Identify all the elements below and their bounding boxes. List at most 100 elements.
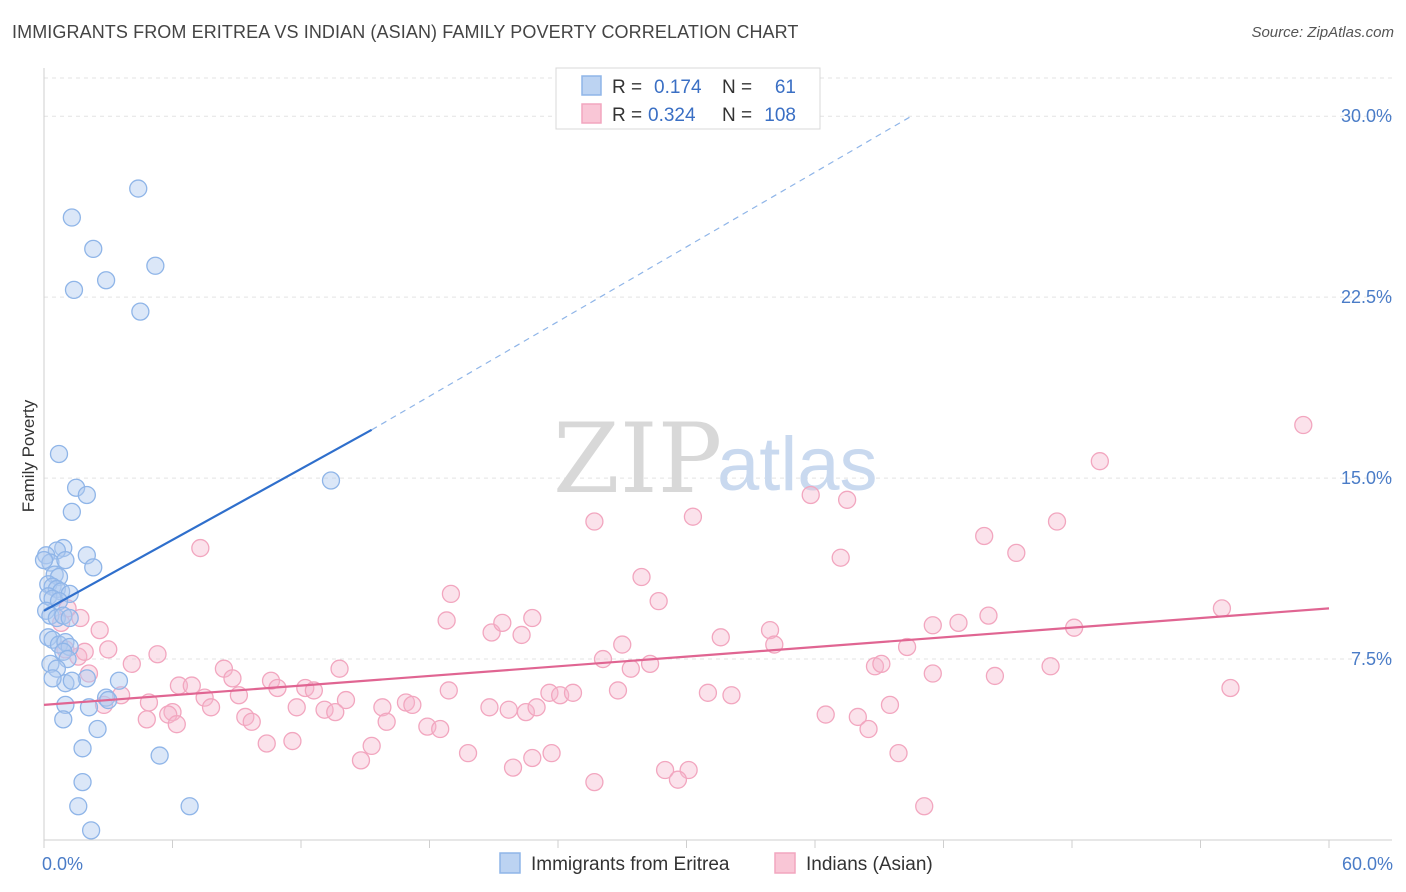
eritrea-point-42	[47, 659, 66, 678]
eritrea-point-9	[66, 478, 86, 497]
indians-point-69	[336, 690, 356, 710]
eritrea-point-2	[84, 239, 103, 259]
indians-point-22	[523, 608, 542, 628]
eritrea-point-8	[321, 471, 341, 490]
bottom-legend-swatch-eritrea	[499, 852, 521, 874]
indians-point-14	[1212, 599, 1232, 618]
indians-point-83	[816, 705, 835, 724]
legend-n-label-2: N =	[722, 105, 752, 126]
chart-title: IMMIGRANTS FROM ERITREA VS INDIAN (ASIAN…	[12, 22, 799, 42]
legend-r-value-indians: 0.324	[648, 105, 696, 126]
indians-point-105	[668, 770, 688, 789]
indians-point-9	[191, 538, 210, 558]
eritrea-point-55	[150, 746, 169, 765]
eritrea-point-48	[96, 688, 116, 707]
indians-point-60	[563, 683, 583, 702]
trend-line-eritrea-extension	[371, 115, 912, 431]
indians-point-32	[613, 635, 632, 654]
indians-point-24	[437, 611, 456, 630]
indians-point-21	[493, 613, 512, 633]
indians-point-0	[1294, 415, 1313, 435]
indians-point-42	[872, 654, 891, 674]
bottom-legend-label-indians: Indians (Asian)	[806, 854, 933, 875]
indians-point-49	[122, 654, 141, 674]
indians-point-81	[516, 702, 536, 722]
indians-point-90	[431, 719, 450, 739]
indians-point-4	[683, 507, 703, 526]
indians-point-20	[512, 625, 531, 645]
eritrea-point-54	[73, 739, 92, 758]
indians-point-45	[985, 666, 1005, 686]
eritrea-point-16	[56, 550, 75, 570]
y-tick-label-1: 15.0%	[1341, 468, 1392, 488]
indians-point-100	[542, 743, 561, 763]
eritrea-point-52	[54, 710, 73, 729]
eritrea-point-3	[146, 256, 165, 275]
watermark: ZIP atlas	[553, 403, 878, 515]
indians-point-85	[880, 695, 900, 715]
indians-point-93	[137, 710, 156, 729]
indians-point-107	[889, 743, 908, 763]
source-label: Source: ZipAtlas.com	[1251, 24, 1394, 41]
indians-point-92	[167, 715, 186, 734]
indians-point-74	[315, 700, 334, 719]
eritrea-point-44	[109, 671, 129, 690]
eritrea-point-46	[62, 671, 81, 690]
legend-swatch-indians	[581, 103, 602, 124]
indians-point-75	[326, 702, 345, 722]
indians-point-88	[377, 712, 396, 731]
eritrea-point-56	[73, 772, 92, 792]
indians-point-56	[304, 681, 324, 700]
trend-lines	[43, 115, 1330, 706]
indians-point-8	[1007, 543, 1026, 563]
eritrea-point-11	[62, 502, 81, 522]
legend-r-label-1: R =	[612, 77, 642, 98]
eritrea-point-0	[129, 179, 148, 198]
indians-point-17	[923, 616, 942, 635]
indians-point-1	[1090, 452, 1109, 471]
indians-point-18	[760, 620, 780, 640]
axes	[43, 68, 1392, 841]
indians-point-50	[223, 669, 242, 688]
eritrea-point-59	[81, 821, 101, 840]
indians-point-58	[540, 683, 559, 702]
indians-point-40	[621, 659, 640, 678]
indians-point-61	[608, 681, 628, 700]
indians-point-94	[859, 719, 878, 739]
indians-point-73	[287, 698, 306, 717]
y-tick-label-3: 30.0%	[1341, 106, 1392, 126]
indians-point-101	[351, 751, 371, 770]
watermark-zip: ZIP	[553, 403, 722, 515]
eritrea-point-57	[69, 797, 88, 816]
indians-point-16	[949, 613, 968, 633]
indians-point-96	[283, 731, 302, 751]
indians-point-87	[242, 712, 261, 731]
legend-r-value-eritrea: 0.174	[654, 77, 702, 98]
x-tick-label-0: 0.0%	[42, 854, 83, 874]
indians-point-72	[403, 695, 422, 715]
indians-point-82	[527, 698, 546, 717]
indians-point-57	[439, 681, 458, 700]
eritrea-point-33	[60, 608, 79, 628]
eritrea-point-7	[49, 444, 69, 464]
eritrea-point-43	[77, 669, 96, 688]
indians-point-102	[503, 758, 523, 777]
indians-point-5	[585, 512, 604, 531]
x-tick-labels: 0.0% 60.0%	[42, 854, 1393, 874]
indians-point-79	[480, 698, 499, 717]
bottom-legend-label-eritrea: Immigrants from Eritrea	[531, 854, 730, 875]
indians-point-98	[458, 743, 478, 763]
legend-n-label-1: N =	[722, 77, 752, 98]
indians-point-28	[90, 620, 109, 640]
eritrea-point-5	[64, 280, 84, 300]
trend-line-eritrea	[43, 428, 373, 612]
indians-point-63	[722, 686, 741, 705]
indians-point-29	[711, 628, 730, 647]
indians-point-62	[698, 683, 718, 702]
eritrea-point-47	[43, 669, 62, 688]
indians-point-64	[1221, 678, 1240, 698]
trend-line-indians	[43, 607, 1330, 706]
y-tick-label-0: 7.5%	[1351, 649, 1392, 669]
eritrea-point-60	[34, 550, 54, 570]
x-tick-marks	[43, 840, 1330, 848]
